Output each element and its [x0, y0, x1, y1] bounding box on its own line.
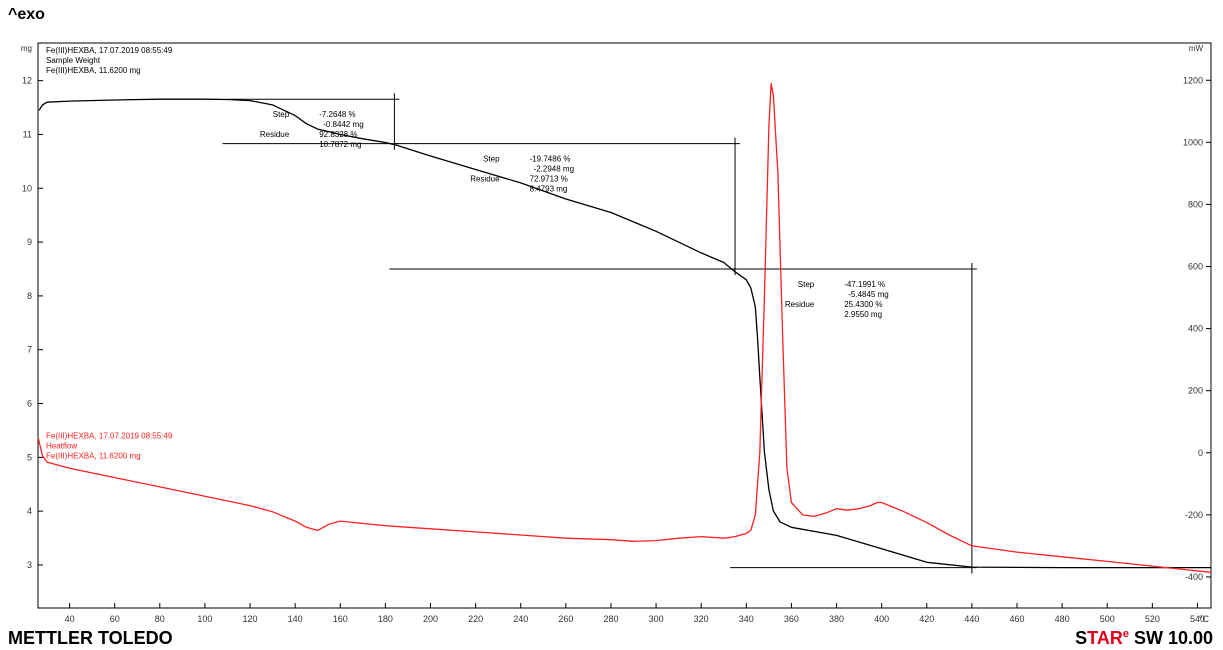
x-tick-label: 240 — [513, 614, 528, 624]
x-tick-label: 300 — [649, 614, 664, 624]
x-tick-label: 100 — [197, 614, 212, 624]
y-left-tick-label: 11 — [23, 129, 32, 139]
weight-legend-line: Fe(III)HEXBA, 11.6200 mg — [46, 66, 141, 75]
residue-label: Residue — [785, 300, 815, 309]
x-tick-label: 280 — [603, 614, 618, 624]
x-tick-label: 340 — [739, 614, 754, 624]
y-right-axis-unit: mW — [1189, 44, 1204, 53]
step-label: Step — [273, 110, 290, 119]
step-mass: -2.2948 mg — [534, 165, 574, 174]
software-suffix: SW 10.00 — [1128, 628, 1213, 648]
x-tick-label: 320 — [694, 614, 709, 624]
x-tick-label: 500 — [1100, 614, 1115, 624]
y-right-tick-label: 1000 — [1183, 137, 1203, 147]
x-tick-label: 220 — [468, 614, 483, 624]
x-tick-label: 540 — [1190, 614, 1205, 624]
step-mass: -5.4845 mg — [848, 290, 888, 299]
x-tick-label: 180 — [378, 614, 393, 624]
x-tick-label: 120 — [243, 614, 258, 624]
y-right-tick-label: -200 — [1185, 510, 1203, 520]
heatflow-legend-line: Fe(III)HEXBA, 11.6200 mg — [46, 452, 141, 461]
residue-mass: 10.7872 mg — [319, 140, 361, 149]
x-tick-label: 420 — [919, 614, 934, 624]
x-tick-label: 480 — [1055, 614, 1070, 624]
y-left-tick-label: 5 — [27, 452, 32, 462]
residue-mass: 2.9550 mg — [844, 310, 882, 319]
x-tick-label: 460 — [1009, 614, 1024, 624]
y-left-tick-label: 8 — [27, 291, 32, 301]
y-right-tick-label: 200 — [1188, 386, 1203, 396]
x-tick-label: 260 — [558, 614, 573, 624]
x-tick-label: 80 — [155, 614, 165, 624]
heatflow-curve — [37, 82, 1212, 573]
weight-legend-line: Sample Weight — [46, 56, 101, 65]
x-tick-label: 520 — [1145, 614, 1160, 624]
software-red-part: TAR — [1087, 628, 1123, 648]
software-version: STARe SW 10.00 — [1075, 628, 1213, 649]
weight-legend-line: Fe(III)HEXBA, 17.07.2019 08:55:49 — [46, 46, 173, 55]
y-left-tick-label: 6 — [27, 399, 32, 409]
y-right-tick-label: -400 — [1185, 572, 1203, 582]
x-tick-label: 400 — [874, 614, 889, 624]
brand-name: METTLER TOLEDO — [8, 628, 173, 648]
y-right-tick-label: 0 — [1198, 448, 1203, 458]
residue-percent: 72.9713 % — [530, 175, 568, 184]
software-superscript: e — [1122, 628, 1129, 640]
y-left-axis-unit: mg — [21, 44, 32, 53]
y-right-tick-label: 800 — [1188, 199, 1203, 209]
residue-percent: 92.8328 % — [319, 130, 357, 139]
step-mass: -0.8442 mg — [323, 120, 363, 129]
heatflow-legend-line: Fe(III)HEXBA, 17.07.2019 08:55:49 — [46, 432, 173, 441]
x-tick-label: 60 — [110, 614, 120, 624]
step-label: Step — [483, 155, 500, 164]
residue-label: Residue — [470, 175, 500, 184]
x-tick-label: 160 — [333, 614, 348, 624]
exo-direction-label: ^exo — [8, 6, 45, 23]
y-left-tick-label: 10 — [22, 183, 32, 193]
y-left-tick-label: 3 — [27, 560, 32, 570]
x-tick-label: 440 — [964, 614, 979, 624]
step-percent: -7.2648 % — [319, 110, 355, 119]
sample-weight-curve — [38, 98, 1211, 569]
y-left-tick-label: 7 — [27, 345, 32, 355]
step-percent: -47.1991 % — [844, 280, 885, 289]
x-tick-label: 40 — [65, 614, 75, 624]
residue-percent: 25.4300 % — [844, 300, 882, 309]
x-tick-label: 380 — [829, 614, 844, 624]
y-right-tick-label: 400 — [1188, 324, 1203, 334]
software-prefix: S — [1075, 628, 1088, 648]
step-label: Step — [798, 280, 815, 289]
x-tick-label: 360 — [784, 614, 799, 624]
heatflow-legend-line: Heatflow — [46, 442, 77, 451]
x-tick-label: 140 — [288, 614, 303, 624]
y-right-tick-label: 1200 — [1183, 75, 1203, 85]
x-axis-unit: °C — [1199, 614, 1210, 624]
y-left-tick-label: 12 — [22, 76, 32, 86]
y-right-tick-label: 600 — [1188, 262, 1203, 272]
residue-mass: 8.4793 mg — [530, 185, 568, 194]
plot-frame — [37, 42, 1212, 609]
x-tick-label: 200 — [423, 614, 438, 624]
y-left-tick-label: 4 — [27, 506, 32, 516]
y-left-tick-label: 9 — [27, 237, 32, 247]
step-percent: -19.7486 % — [530, 155, 571, 164]
residue-label: Residue — [260, 130, 290, 139]
